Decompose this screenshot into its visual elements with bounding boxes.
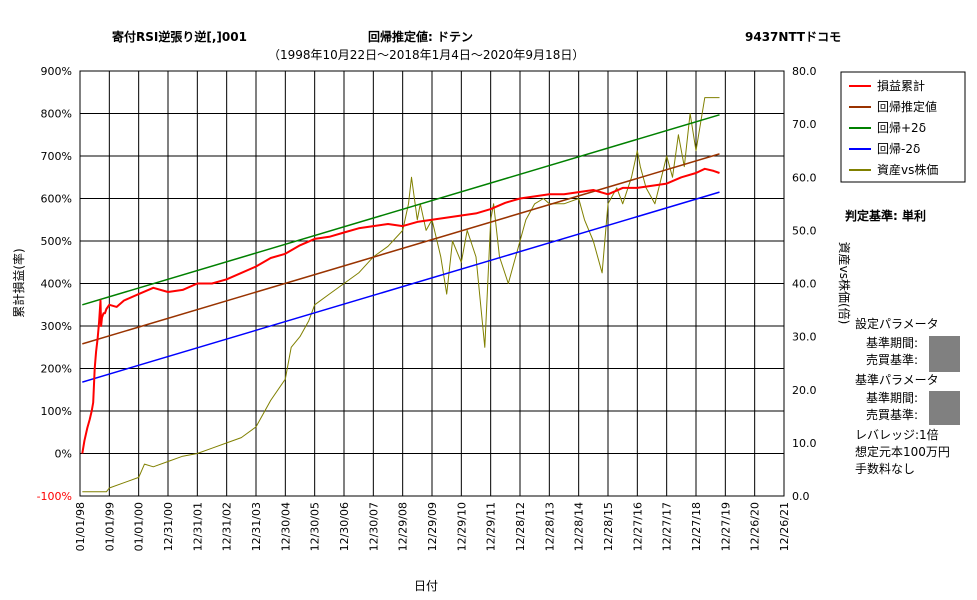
series-line-regression-lower <box>82 191 720 383</box>
x-tick-label: 01/01/98 <box>74 502 87 551</box>
tick-labels: -100% 0% 100% 200% 300% 400% 500% 600% 700% 800% 9… <box>37 65 817 551</box>
y-right-tick-label: 50.0 <box>792 224 817 237</box>
x-tick-label: 12/30/06 <box>338 502 351 551</box>
y-left-tick-label: 100% <box>41 405 72 418</box>
base-period-label: 基準期間: <box>866 391 919 405</box>
x-tick-label: 12/28/12 <box>514 502 527 551</box>
series-line-asset-vs-price <box>82 97 720 493</box>
x-tick-label: 12/27/16 <box>631 502 644 551</box>
method-title: 回帰推定値: ドテン <box>368 30 473 44</box>
legend-label: 資産vs株価 <box>877 162 938 177</box>
x-tick-label: 12/28/13 <box>543 502 556 551</box>
x-tick-label: 12/31/03 <box>250 502 263 551</box>
y-left-tick-label: 800% <box>41 108 72 121</box>
stock-title: 9437NTTドコモ <box>745 30 842 44</box>
x-tick-label: 12/31/02 <box>221 502 234 551</box>
settings-period-label: 基準期間: <box>866 336 919 350</box>
y-left-tick-label: 400% <box>41 278 72 291</box>
base-value-box <box>929 391 960 425</box>
settings-value-box <box>929 336 960 372</box>
x-tick-label: 12/30/04 <box>279 502 292 551</box>
y-left-tick-label: -100% <box>37 490 72 503</box>
y-right-tick-label: 60.0 <box>792 171 817 184</box>
y-right-tick-label: 30.0 <box>792 331 817 344</box>
y-right-tick-label: 80.0 <box>792 65 817 78</box>
series-line-regression <box>82 153 720 345</box>
x-tick-label: 12/29/10 <box>455 502 468 551</box>
settings-header: 設定パラメータ <box>855 317 939 331</box>
base-trade-label: 売買基準: <box>866 408 919 422</box>
plot-frame <box>79 70 785 497</box>
y-left-tick-label: 200% <box>41 363 72 376</box>
x-tick-label: 12/28/15 <box>602 502 615 551</box>
fee-label: 手数料なし <box>855 462 916 476</box>
base-header: 基準パラメータ <box>855 373 939 387</box>
x-tick-label: 12/31/01 <box>191 502 204 551</box>
series-line-cumulative-pnl <box>81 167 720 454</box>
y-right-tick-label: 20.0 <box>792 384 817 397</box>
y-right-tick-label: 40.0 <box>792 278 817 291</box>
x-tick-label: 12/31/00 <box>162 502 175 551</box>
legend-label: 回帰-2δ <box>877 142 920 156</box>
y-right-tick-label: 10.0 <box>792 437 817 450</box>
x-tick-label: 12/27/19 <box>719 502 732 551</box>
x-tick-label: 12/29/09 <box>426 502 439 551</box>
y-right-tick-label: 0.0 <box>792 490 810 503</box>
x-tick-label: 12/29/08 <box>397 502 410 551</box>
y-left-tick-label: 500% <box>41 235 72 248</box>
legend-label: 回帰+2δ <box>877 121 926 135</box>
judgement-label: 判定基準: 単利 <box>845 209 926 223</box>
legend-label: 損益累計 <box>877 78 925 93</box>
y-axis-left-label: 累計損益(率) <box>11 248 26 317</box>
x-tick-label: 12/26/21 <box>778 502 791 551</box>
x-tick-label: 12/27/17 <box>661 502 674 551</box>
y-left-tick-label: 300% <box>41 320 72 333</box>
x-tick-label: 12/28/14 <box>573 502 586 551</box>
y-axis-right-label: 資産vs株価(倍) <box>837 242 852 325</box>
x-axis-label: 日付 <box>414 579 438 593</box>
y-left-tick-label: 900% <box>41 65 72 78</box>
y-right-tick-label: 70.0 <box>792 118 817 131</box>
date-range: （1998年10月22日～2018年1月4日～2020年9月18日） <box>268 48 585 62</box>
legend-label: 回帰推定値 <box>877 99 937 114</box>
capital-label: 想定元本100万円 <box>855 445 950 459</box>
settings-trade-label: 売買基準: <box>866 353 919 367</box>
y-left-tick-label: 700% <box>41 150 72 163</box>
x-tick-label: 01/01/99 <box>103 502 116 551</box>
x-tick-label: 12/30/07 <box>367 502 380 551</box>
series-group <box>81 97 720 493</box>
x-tick-label: 12/30/05 <box>309 502 322 551</box>
x-tick-label: 12/29/11 <box>485 502 498 551</box>
y-left-tick-label: 0% <box>55 448 72 461</box>
x-tick-label: 12/26/20 <box>749 502 762 551</box>
x-tick-label: 01/01/00 <box>133 502 146 551</box>
series-line-regression-upper <box>82 114 720 306</box>
y-left-tick-label: 600% <box>41 193 72 206</box>
x-tick-label: 12/27/18 <box>690 502 703 551</box>
axes <box>79 70 785 497</box>
leverage-label: レバレッジ:1倍 <box>855 428 939 442</box>
strategy-title: 寄付RSI逆張り逆[,]001 <box>112 30 247 44</box>
